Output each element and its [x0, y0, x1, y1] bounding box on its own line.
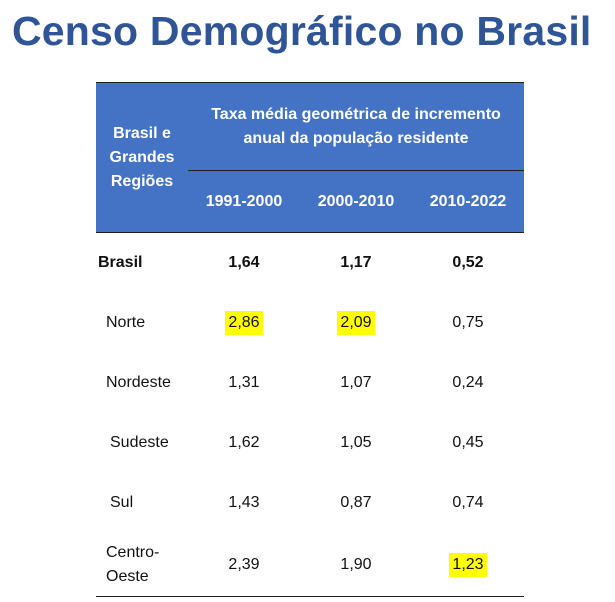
- value-text: 0,52: [452, 254, 484, 271]
- table-row: Nordeste 1,31 1,07 0,24: [96, 353, 524, 413]
- value-cell: 0,87: [300, 473, 412, 533]
- table-header: Brasil e Grandes Regiões Taxa média geom…: [96, 82, 524, 233]
- value-cell: 0,75: [412, 293, 524, 353]
- value-text: 1,31: [228, 374, 260, 391]
- value-cell: 0,24: [412, 353, 524, 413]
- value-cell: 2,39: [188, 533, 300, 596]
- value-text: 2,39: [228, 555, 260, 573]
- value-cell: 2,09: [300, 293, 412, 353]
- highlighted-value-text: 2,09: [337, 311, 375, 335]
- value-cell: 1,17: [300, 233, 412, 293]
- period-header-1991-2000: 1991-2000: [205, 193, 283, 210]
- table-row: Centro-Oeste 2,39 1,90 1,23: [96, 533, 524, 596]
- value-cell: 1,90: [300, 533, 412, 596]
- value-text: 0,87: [340, 494, 372, 511]
- table-row: Sul 1,43 0,87 0,74: [96, 473, 524, 533]
- page-title: Censo Demográfico no Brasil: [12, 8, 592, 54]
- value-cell: 1,31: [188, 353, 300, 413]
- value-text: 1,90: [340, 555, 372, 573]
- value-cell: 1,62: [188, 413, 300, 473]
- value-cell: 0,74: [412, 473, 524, 533]
- highlighted-value-text: 2,86: [225, 311, 263, 335]
- region-cell: Sul: [110, 494, 134, 511]
- region-cell: Sudeste: [110, 434, 169, 451]
- value-cell: 2,86: [188, 293, 300, 353]
- value-text: 1,17: [340, 254, 372, 271]
- region-cell: Centro-Oeste: [106, 543, 160, 585]
- value-cell: 1,64: [188, 233, 300, 293]
- value-cell: 0,45: [412, 413, 524, 473]
- value-cell: 1,43: [188, 473, 300, 533]
- region-column-header: Brasil e Grandes Regiões: [96, 83, 188, 232]
- value-text: 1,05: [340, 434, 372, 451]
- region-cell: Norte: [106, 314, 146, 331]
- region-column-header-label: Brasil e Grandes Regiões: [109, 124, 175, 190]
- growth-rate-header-label: Taxa média geométrica de incremento anua…: [211, 105, 501, 147]
- table-row: Brasil 1,64 1,17 0,52: [96, 233, 524, 293]
- census-table: Brasil e Grandes Regiões Taxa média geom…: [96, 82, 524, 597]
- value-text: 0,74: [452, 494, 484, 511]
- value-text: 1,43: [228, 494, 260, 511]
- value-cell: 0,52: [412, 233, 524, 293]
- growth-rate-header: Taxa média geométrica de incremento anua…: [188, 83, 524, 171]
- value-text: 1,62: [228, 434, 260, 451]
- value-text: 0,45: [452, 434, 484, 451]
- period-header-2010-2022: 2010-2022: [429, 193, 507, 210]
- table-row: Sudeste 1,62 1,05 0,45: [96, 413, 524, 473]
- value-cell: 1,07: [300, 353, 412, 413]
- table-row: Norte 2,86 2,09 0,75: [96, 293, 524, 353]
- period-header-2000-2010: 2000-2010: [317, 193, 395, 210]
- value-text: 0,75: [452, 314, 484, 331]
- value-cell: 1,23: [412, 533, 524, 596]
- table-body: Brasil 1,64 1,17 0,52 Norte 2,86 2,09 0,…: [96, 233, 524, 597]
- region-cell: Nordeste: [106, 374, 171, 391]
- value-text: 1,07: [340, 374, 372, 391]
- value-cell: 1,05: [300, 413, 412, 473]
- region-cell: Brasil: [98, 254, 143, 271]
- value-text: 1,64: [228, 254, 260, 271]
- highlighted-value-text: 1,23: [449, 552, 487, 577]
- value-text: 0,24: [452, 374, 484, 391]
